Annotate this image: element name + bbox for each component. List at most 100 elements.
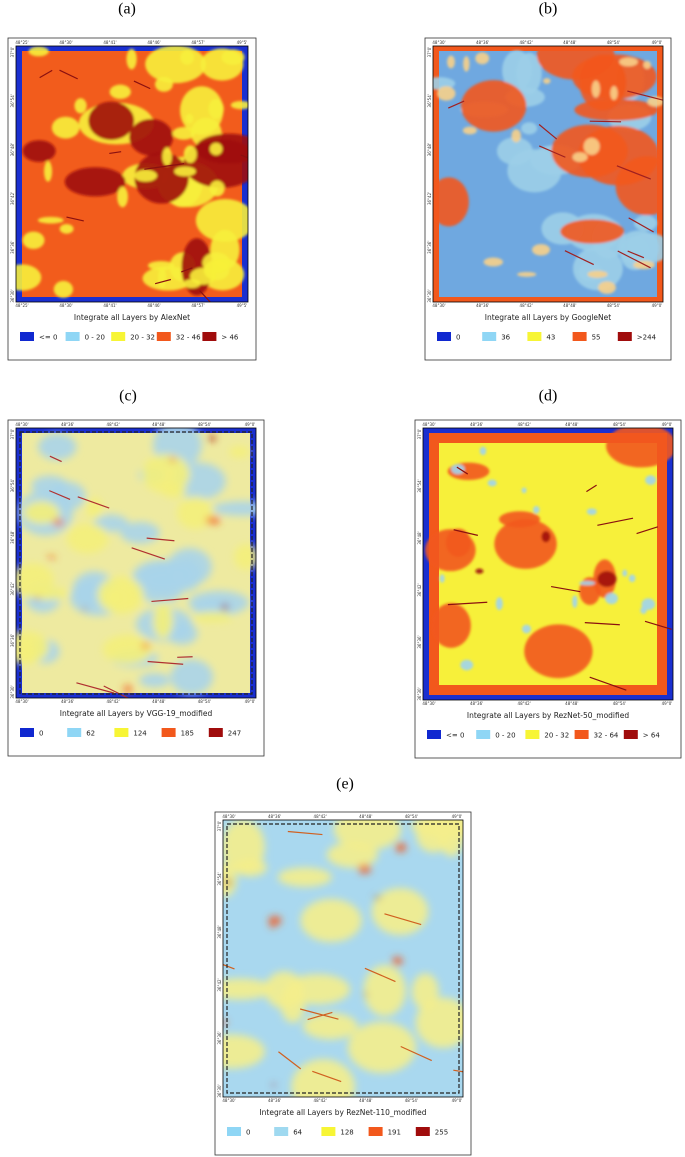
x-coord-label: 48°57': [191, 40, 204, 45]
legend-swatch: [321, 1127, 336, 1136]
map-blob: [221, 49, 245, 66]
x-coord-label: 48°42': [518, 422, 531, 427]
x-coord-label: 49°0': [245, 699, 256, 704]
map-blob: [358, 864, 372, 874]
x-coord-label: 48°46': [147, 303, 160, 308]
map-blob: [586, 508, 597, 515]
map-blob: [189, 267, 217, 285]
legend-swatch: [20, 332, 34, 341]
x-coord-label: 48°57': [191, 303, 204, 308]
x-coord-label: 48°42': [520, 40, 533, 45]
map-blob: [598, 281, 616, 294]
lineament: [597, 517, 634, 526]
y-coord-label: 36°42': [417, 583, 422, 596]
legend-swatch: [572, 332, 587, 341]
panel-label: (a): [118, 1, 136, 18]
y-coord-label: 36°42': [217, 978, 222, 991]
legend-swatch: [67, 728, 82, 737]
lineament: [199, 290, 212, 302]
map-blob: [176, 496, 214, 530]
map-blob: [106, 586, 123, 606]
map-blob: [272, 1083, 276, 1087]
map-blob: [437, 820, 463, 857]
legend-swatch: [156, 332, 171, 341]
x-coord-label: 48°54': [613, 701, 626, 706]
map-blob: [223, 862, 237, 897]
x-coord-label: 48°36': [470, 701, 483, 706]
map-blob: [147, 260, 175, 271]
map-image: [223, 820, 463, 1097]
x-coord-label: 48°54': [198, 699, 211, 704]
map-texture: [223, 820, 463, 1097]
x-coord-label: 48°30': [422, 422, 435, 427]
map-blob: [541, 531, 551, 543]
map-blob: [597, 571, 617, 587]
y-coord-label: 36°54': [10, 479, 15, 492]
map-title: Integrate all Layers by AlexNet: [74, 313, 190, 322]
legend-label: 62: [86, 730, 95, 738]
map-blob: [605, 592, 619, 605]
x-coord-label: 48°36': [476, 303, 489, 308]
map-blob: [619, 57, 638, 67]
map-blob: [141, 643, 150, 649]
x-coord-label: 48°42': [314, 814, 327, 819]
x-coord-label: 49°0': [652, 303, 663, 308]
map-blob: [22, 140, 56, 162]
legend-label: 32 - 64: [594, 732, 619, 740]
map-blob: [188, 590, 250, 615]
lineament: [586, 484, 597, 493]
x-coord-label: 48°48': [152, 422, 165, 427]
legend-label: 32 - 46: [176, 334, 201, 342]
y-coord-label: 37°0': [217, 821, 222, 832]
map-blob: [209, 180, 225, 197]
lineament: [146, 537, 175, 542]
map-blob: [447, 55, 455, 69]
y-coord-label: 36°54': [417, 479, 422, 492]
map-blob: [461, 80, 527, 132]
map-blob: [521, 624, 532, 634]
x-coord-label: 48°54': [607, 40, 620, 45]
map-blob: [233, 543, 256, 570]
x-coord-label: 48°36': [470, 422, 483, 427]
y-coord-label: 36°54': [217, 872, 222, 885]
lineament: [617, 250, 651, 269]
lineament: [312, 1070, 342, 1083]
map-blob: [129, 118, 174, 156]
map-blob: [16, 631, 49, 664]
map-blob: [517, 271, 537, 277]
map-blob: [170, 659, 214, 695]
map-blob: [51, 116, 80, 139]
lineament: [364, 967, 396, 983]
map-blob: [371, 888, 429, 935]
x-coord-label: 48°30': [59, 303, 72, 308]
map-blob: [223, 820, 265, 875]
legend-label: 0 - 20: [85, 334, 105, 342]
x-coord-label: 48°54': [607, 303, 620, 308]
map-blob: [64, 167, 126, 197]
legend-swatch: [525, 730, 540, 739]
x-coord-label: 49°5': [237, 303, 248, 308]
x-coord-label: 48°30': [15, 699, 28, 704]
lineament: [616, 165, 651, 180]
y-coord-label: 37°0': [427, 47, 432, 58]
map-blob: [479, 446, 487, 456]
legend-swatch: [65, 332, 80, 341]
legend-swatch: [415, 1127, 430, 1136]
x-coord-label: 48°54': [405, 1098, 418, 1103]
lineament: [177, 656, 193, 658]
legend-label: 0: [39, 730, 43, 738]
y-coord-label: 36°48': [217, 925, 222, 938]
map-blob: [591, 80, 601, 98]
map-blob: [191, 611, 234, 623]
map-panel: (b) 48°30' 48°30' 48°36' 48°36' 48°42' 48°42' 4…: [424, 1, 672, 361]
x-coord-label: 48°30': [422, 701, 435, 706]
lineament: [299, 1008, 339, 1020]
map-image: [423, 428, 673, 700]
x-coord-label: 48°42': [107, 699, 120, 704]
x-coord-label: 48°48': [563, 303, 576, 308]
lineament: [644, 620, 672, 630]
map-blob: [277, 867, 332, 887]
map-blob: [462, 126, 477, 135]
map-blob: [180, 50, 195, 65]
